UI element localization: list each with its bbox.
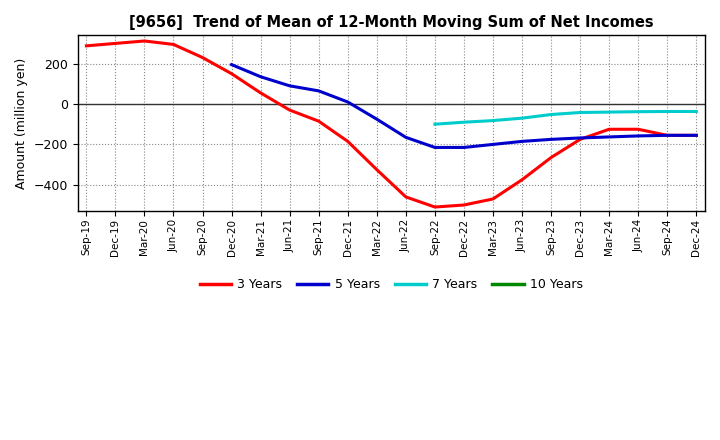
- Title: [9656]  Trend of Mean of 12-Month Moving Sum of Net Incomes: [9656] Trend of Mean of 12-Month Moving …: [129, 15, 654, 30]
- Y-axis label: Amount (million yen): Amount (million yen): [15, 58, 28, 189]
- Legend: 3 Years, 5 Years, 7 Years, 10 Years: 3 Years, 5 Years, 7 Years, 10 Years: [194, 273, 588, 296]
